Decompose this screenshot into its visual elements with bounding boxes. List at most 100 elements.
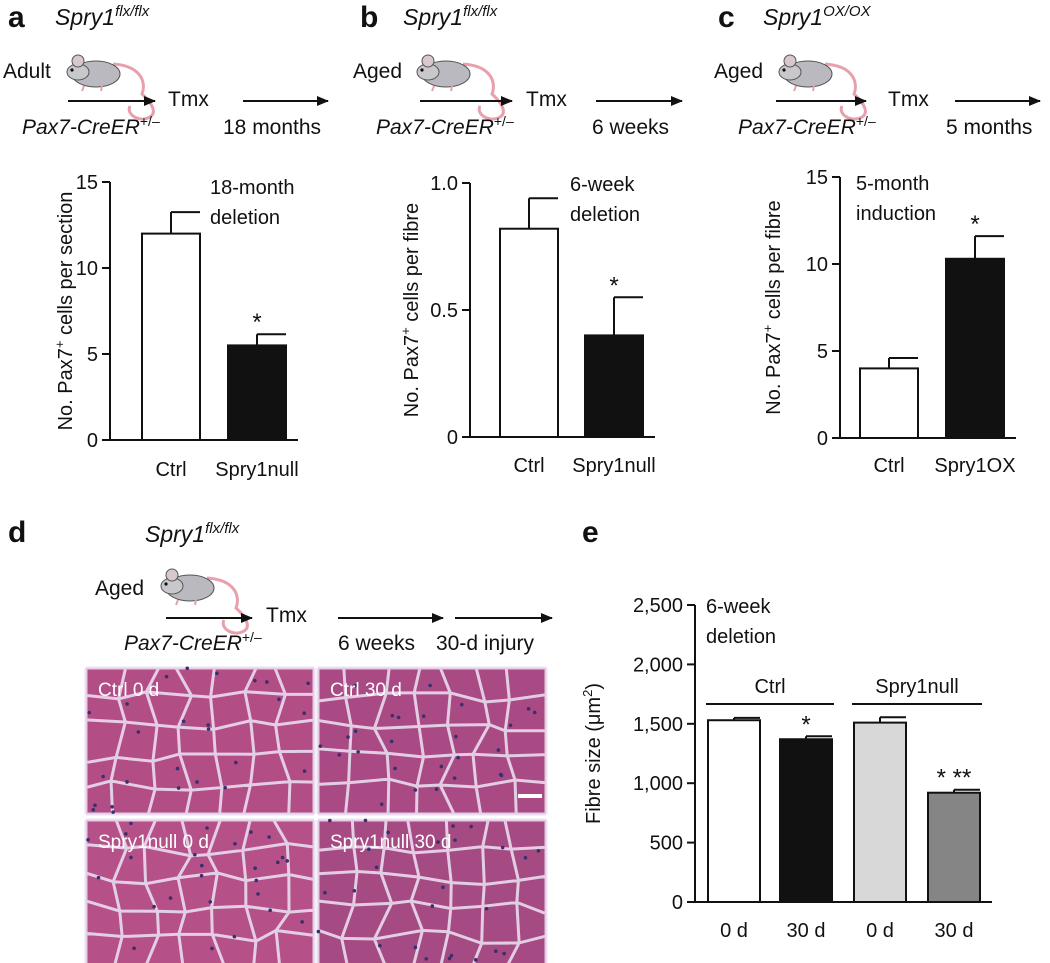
nucleus bbox=[132, 946, 136, 951]
nucleus bbox=[430, 904, 435, 908]
nucleus bbox=[451, 824, 455, 828]
y-tick-label: 2,000 bbox=[633, 654, 683, 676]
nucleus bbox=[233, 841, 237, 846]
nucleus bbox=[176, 786, 181, 790]
duration-d-2: 30-d injury bbox=[436, 632, 535, 655]
panel-b: b Spry1flx/flx Aged Tmx Pax7-CreER+/– 6 … bbox=[353, 1, 683, 139]
fibre-boundaries bbox=[84, 666, 316, 816]
mouse-icon-a bbox=[65, 53, 155, 121]
group-label: Ctrl bbox=[754, 676, 785, 698]
fibre-boundaries bbox=[316, 818, 548, 963]
bar-2 bbox=[853, 721, 907, 903]
y-tick-label: 15 bbox=[806, 167, 828, 189]
age-label-b: Aged bbox=[353, 60, 402, 83]
nucleus bbox=[389, 739, 394, 744]
nucleus bbox=[96, 875, 101, 880]
nucleus bbox=[125, 702, 129, 706]
nucleus bbox=[367, 847, 371, 852]
nucleus bbox=[124, 832, 128, 836]
nucleus bbox=[536, 849, 541, 853]
y-tick-label: 500 bbox=[650, 833, 683, 855]
nucleus bbox=[93, 803, 97, 808]
y-tick-label: 15 bbox=[76, 172, 98, 194]
nucleus bbox=[277, 697, 281, 702]
nucleus bbox=[87, 710, 92, 715]
bar-1 bbox=[227, 344, 287, 441]
fibre-boundaries bbox=[84, 818, 316, 963]
nucleus bbox=[532, 710, 537, 715]
nucleus bbox=[205, 826, 209, 830]
nucleus bbox=[390, 713, 395, 718]
annotation: induction bbox=[856, 203, 936, 225]
bar-0 bbox=[859, 367, 919, 439]
bar-3 bbox=[927, 791, 981, 903]
y-tick-label: 1,000 bbox=[633, 773, 683, 795]
nucleus bbox=[300, 920, 304, 924]
histology-label: Ctrl 0 d bbox=[98, 680, 159, 701]
bar-1 bbox=[779, 738, 833, 904]
chart-e: 0 500 1,000 1,500 2,000 2,500 Fibre size (μm2)… bbox=[580, 595, 992, 942]
panel-label-c: c bbox=[718, 1, 735, 34]
annotation: deletion bbox=[210, 207, 280, 229]
duration-c: 5 months bbox=[946, 116, 1032, 139]
nucleus bbox=[337, 753, 342, 757]
nucleus bbox=[253, 678, 257, 683]
driver-a: Pax7-CreER+/– bbox=[22, 113, 160, 139]
category-label: Ctrl bbox=[513, 455, 544, 477]
nucleus bbox=[302, 711, 306, 716]
nucleus bbox=[439, 764, 444, 769]
nucleus bbox=[164, 674, 169, 679]
nucleus bbox=[441, 885, 445, 890]
histology-image: Ctrl 30 d bbox=[316, 666, 548, 816]
nucleus bbox=[328, 818, 332, 823]
category-label: Ctrl bbox=[155, 459, 186, 481]
nucleus bbox=[494, 949, 498, 954]
category-label: 30 d bbox=[935, 920, 974, 942]
nucleus bbox=[508, 723, 513, 728]
nucleus bbox=[306, 681, 310, 686]
category-label: 0 d bbox=[720, 920, 748, 942]
nucleus bbox=[210, 946, 214, 951]
nucleus bbox=[352, 888, 357, 893]
nucleus bbox=[206, 723, 210, 727]
mouse-icon-d bbox=[159, 567, 249, 635]
fibre-boundaries bbox=[316, 666, 548, 816]
treatment-b: Tmx bbox=[526, 88, 567, 111]
mouse-icon-c bbox=[777, 53, 867, 121]
nucleus bbox=[346, 735, 350, 739]
y-tick-label: 5 bbox=[87, 344, 98, 366]
significance-marker: * ** bbox=[937, 765, 972, 792]
driver-b: Pax7-CreER+/– bbox=[376, 113, 514, 139]
nucleus bbox=[101, 774, 105, 779]
nucleus bbox=[223, 785, 227, 790]
bar-1 bbox=[584, 334, 644, 438]
histology-image: Spry1null 30 d bbox=[316, 818, 548, 963]
nucleus bbox=[193, 852, 197, 857]
chart-c: 0 5 10 15 No. Pax7+ cells per fibre Ctrl * Spry… bbox=[760, 167, 1016, 477]
histology-image: Ctrl 0 d bbox=[84, 666, 316, 816]
nucleus bbox=[428, 683, 432, 688]
nucleus bbox=[254, 878, 259, 883]
bar-0 bbox=[707, 719, 761, 904]
y-axis-label: No. Pax7+ cells per fibre bbox=[398, 203, 423, 417]
nucleus bbox=[280, 855, 285, 860]
nucleus bbox=[195, 780, 199, 784]
category-label: Spry1null bbox=[215, 459, 298, 481]
nucleus bbox=[199, 873, 204, 878]
nucleus bbox=[379, 802, 384, 807]
y-tick-label: 0 bbox=[447, 427, 458, 449]
category-label: 30 d bbox=[787, 920, 826, 942]
genotype-a: Spry1flx/flx bbox=[55, 3, 150, 30]
nucleus bbox=[353, 729, 358, 734]
nucleus bbox=[168, 896, 173, 900]
annotation: 5-month bbox=[856, 173, 929, 195]
histology-label: Spry1null 0 d bbox=[98, 832, 209, 853]
y-tick-label: 1.0 bbox=[430, 173, 458, 195]
nucleus bbox=[484, 906, 489, 911]
histology-image: Spry1null 0 d bbox=[84, 818, 316, 963]
nucleus bbox=[136, 730, 141, 734]
y-tick-label: 0 bbox=[87, 430, 98, 452]
panel-label-a: a bbox=[8, 1, 25, 34]
genotype-d: Spry1flx/flx bbox=[145, 520, 240, 547]
significance-marker: * bbox=[252, 309, 261, 336]
